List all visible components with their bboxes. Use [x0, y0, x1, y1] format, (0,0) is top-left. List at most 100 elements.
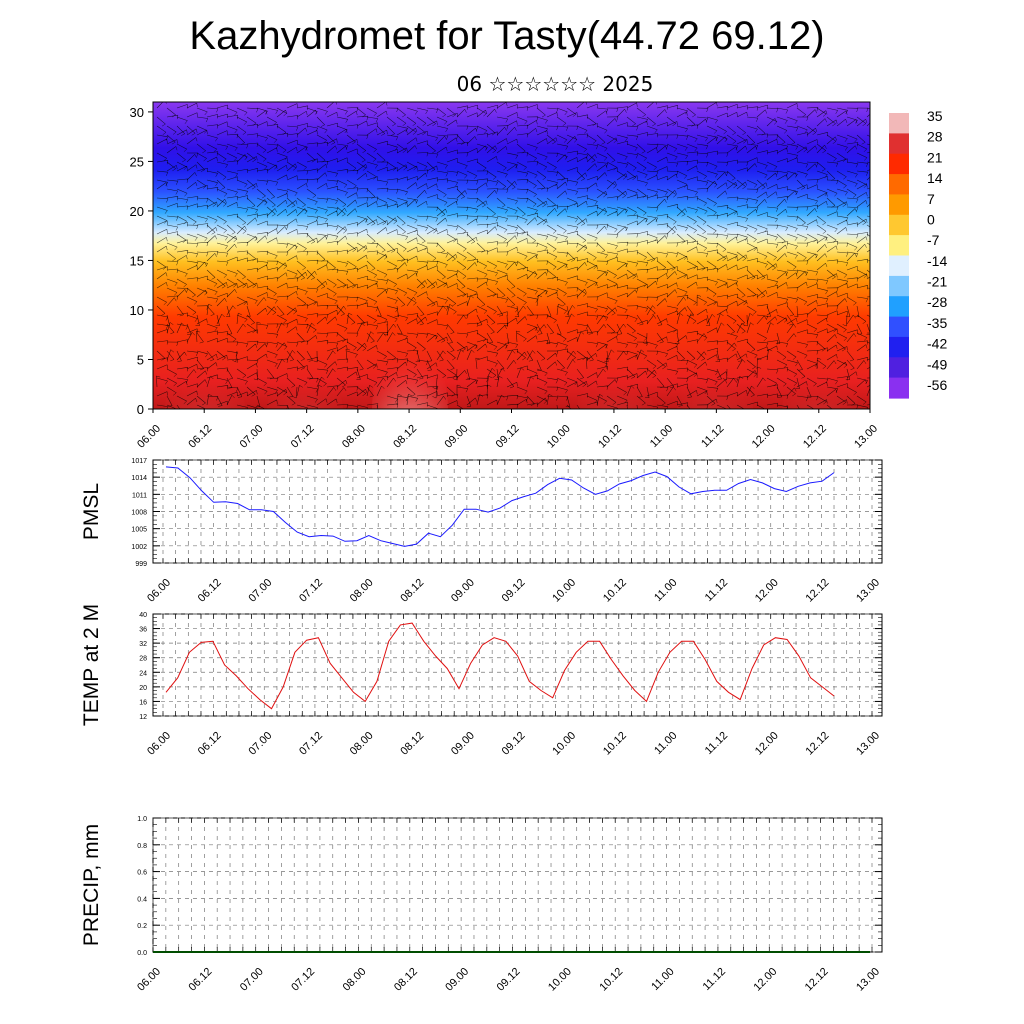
- wind-barb-flag: [325, 218, 328, 223]
- wind-barb: [556, 134, 568, 140]
- wind-barb-flag: [655, 102, 658, 105]
- wind-barb-flag: [195, 398, 198, 403]
- wind-barb: [206, 224, 216, 233]
- wind-barb: [606, 404, 618, 409]
- wind-barb: [266, 332, 278, 335]
- wind-barb: [356, 107, 366, 116]
- wind-barb: [646, 391, 658, 397]
- wind-barb: [566, 256, 578, 262]
- wind-barb: [576, 303, 588, 307]
- wind-barb: [166, 146, 177, 154]
- wind-barb: [166, 260, 179, 262]
- wind-barb-flag: [536, 161, 539, 166]
- wind-barb: [376, 152, 386, 161]
- wind-barb-flag: [704, 210, 708, 215]
- wind-barb: [276, 188, 288, 192]
- wind-barb: [316, 293, 328, 298]
- wind-barb: [336, 269, 348, 272]
- wind-barb: [246, 359, 259, 361]
- wind-barb-flag: [768, 348, 773, 352]
- wind-barb-flag: [571, 413, 575, 415]
- wind-barb-flag: [296, 291, 298, 296]
- wind-barb-flag: [822, 366, 827, 369]
- wind-barb: [676, 125, 688, 130]
- wind-barb-flag: [184, 273, 188, 277]
- wind-barb: [566, 305, 573, 316]
- wind-barb: [356, 296, 368, 301]
- wind-barb: [626, 404, 628, 409]
- wind-barb-flag: [445, 325, 449, 330]
- wind-barb: [446, 224, 458, 228]
- wind-barb: [596, 225, 605, 235]
- wind-barb-flag: [196, 277, 199, 282]
- wind-barb: [166, 203, 178, 208]
- wind-barb: [326, 224, 338, 228]
- wind-barb: [686, 359, 698, 366]
- wind-barb-flag: [858, 333, 863, 335]
- wind-barb-flag: [579, 414, 583, 415]
- wind-barb-flag: [776, 108, 779, 113]
- wind-barb: [706, 278, 718, 283]
- wind-barb-flag: [503, 239, 507, 243]
- wind-barb-flag: [214, 220, 218, 224]
- wind-barb-flag: [833, 329, 837, 333]
- wind-barb: [416, 260, 428, 263]
- wind-barb: [566, 350, 574, 361]
- wind-barb-flag: [352, 168, 357, 171]
- wind-barb: [366, 161, 378, 166]
- wind-barb: [726, 179, 737, 186]
- wind-barb-flag: [276, 228, 278, 233]
- wind-barb-flag: [251, 205, 256, 208]
- wind-barb-flag: [444, 202, 448, 206]
- wind-barb: [346, 313, 349, 325]
- wind-barb-flag: [803, 257, 807, 261]
- wind-barb: [556, 348, 568, 352]
- wind-barb-flag: [442, 305, 446, 310]
- wind-barb: [226, 213, 238, 217]
- wind-barb-flag: [674, 190, 677, 195]
- wind-barb: [606, 181, 616, 190]
- wind-barb-flag: [822, 222, 826, 226]
- wind-barb-flag: [316, 378, 319, 383]
- wind-barb-flag: [401, 304, 406, 307]
- wind-barb-flag: [272, 312, 277, 316]
- wind-barb: [326, 278, 337, 286]
- wind-barb: [656, 122, 668, 127]
- wind-barb: [526, 143, 538, 148]
- wind-barb-flag: [406, 201, 408, 206]
- wind-barb-flag: [534, 210, 538, 214]
- wind-barb: [296, 377, 308, 383]
- wind-barb-flag: [685, 335, 688, 340]
- wind-barb: [436, 197, 448, 203]
- wind-barb-flag: [635, 154, 639, 159]
- wind-barb-flag: [224, 193, 228, 197]
- wind-barb-flag: [393, 377, 397, 382]
- wind-barb: [286, 350, 294, 360]
- wind-barb: [276, 341, 288, 347]
- wind-barb: [196, 233, 208, 239]
- wind-barb: [166, 231, 178, 235]
- wind-barb: [826, 377, 838, 382]
- wind-barb-flag: [516, 247, 518, 252]
- wind-barb: [496, 116, 508, 120]
- wind-barb: [636, 116, 648, 120]
- wind-barb-flag: [435, 137, 438, 142]
- wind-barb-flag: [844, 274, 848, 278]
- wind-barb: [246, 133, 258, 136]
- wind-barb: [496, 224, 508, 230]
- wind-barb: [806, 233, 817, 240]
- wind-barb: [526, 170, 538, 176]
- wind-barb: [796, 305, 799, 318]
- wind-barb-flag: [716, 340, 719, 345]
- wind-barb: [746, 322, 751, 334]
- wind-barb: [176, 278, 187, 285]
- wind-barb-flag: [606, 357, 611, 360]
- wind-barb-flag: [215, 298, 219, 303]
- wind-barb: [376, 314, 388, 320]
- wind-barb: [766, 260, 776, 269]
- wind-barb-flag: [395, 217, 398, 222]
- wind-barb: [766, 139, 778, 145]
- wind-barb-flag: [864, 337, 868, 341]
- wind-barb-flag: [826, 192, 828, 197]
